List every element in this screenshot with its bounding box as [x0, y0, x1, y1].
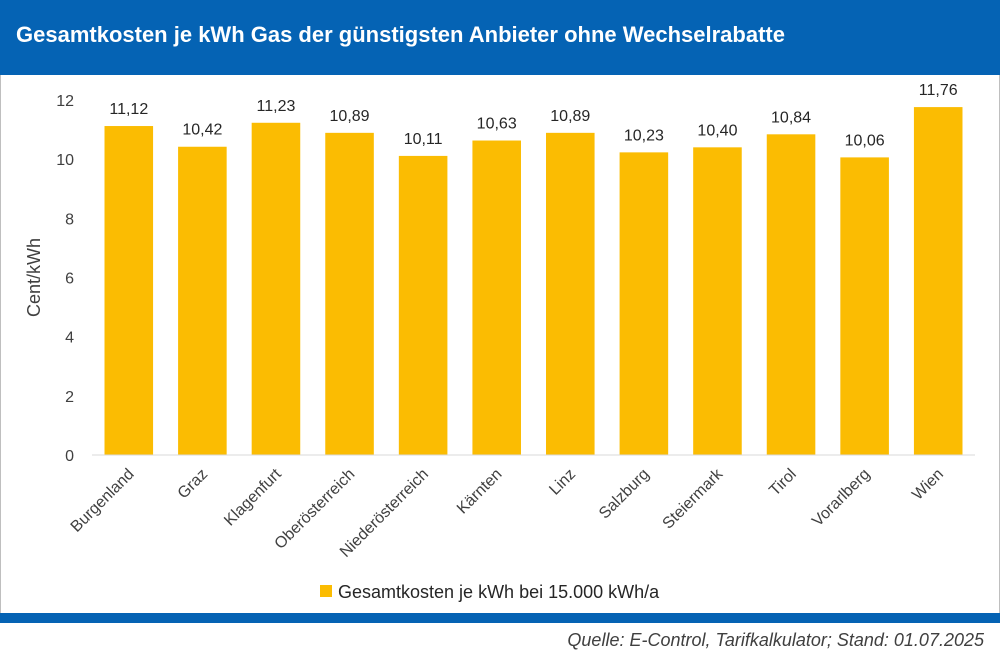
x-category-label: Tirol	[766, 466, 800, 500]
legend-swatch	[320, 585, 332, 597]
bar	[472, 140, 521, 455]
x-category-label: Linz	[546, 466, 579, 499]
data-label: 10,42	[182, 122, 222, 139]
bar	[325, 132, 374, 455]
y-tick-label: 8	[65, 211, 74, 228]
bar	[913, 107, 963, 455]
y-tick-label: 10	[56, 152, 74, 169]
bar	[546, 132, 595, 455]
x-category-label: Graz	[175, 466, 212, 503]
x-category-label: Salzburg	[596, 466, 653, 523]
y-tick-label: 2	[65, 389, 74, 406]
x-category-label: Kärnten	[454, 466, 506, 518]
legend-label: Gesamtkosten je kWh bei 15.000 kWh/a	[338, 582, 660, 602]
bar	[693, 147, 742, 456]
title-bar: Gesamtkosten je kWh Gas der günstigsten …	[0, 0, 1000, 75]
bar	[766, 134, 816, 456]
data-label: 10,06	[845, 132, 885, 149]
source-note: Quelle: E-Control, Tarifkalkulator; Stan…	[567, 630, 984, 650]
y-tick-label: 6	[65, 271, 74, 288]
data-label: 10,84	[771, 109, 811, 126]
data-label: 11,76	[919, 82, 958, 99]
bar	[104, 126, 154, 456]
data-label: 11,23	[257, 98, 296, 115]
bar-chart: Cent/kWh 0 2 4 6 8 10 12 11,12 Burgenland 10,42 Gra…	[24, 82, 975, 602]
x-category-label: Burgenland	[68, 466, 138, 536]
y-tick-label: 12	[56, 93, 74, 110]
frame-border-left	[0, 75, 1, 613]
data-label: 10,23	[624, 127, 664, 144]
bar	[251, 122, 301, 455]
data-label: 11,12	[109, 101, 148, 118]
bar	[619, 152, 669, 456]
data-label: 10,89	[550, 108, 590, 125]
data-label: 10,11	[404, 131, 443, 148]
x-category-label: Klagenfurt	[221, 465, 285, 529]
y-tick-label: 4	[65, 330, 74, 347]
chart-title: Gesamtkosten je kWh Gas der günstigsten …	[16, 22, 785, 47]
bottom-stripe	[0, 613, 1000, 623]
data-label: 10,40	[697, 122, 737, 139]
x-category-label: Steiermark	[660, 465, 727, 532]
bar	[398, 155, 448, 455]
x-category-label: Wien	[909, 466, 947, 504]
bar	[840, 157, 889, 455]
x-category-label: Vorarlberg	[809, 466, 873, 530]
y-axis-title: Cent/kWh	[24, 238, 44, 317]
y-tick-label: 0	[65, 448, 74, 465]
data-label: 10,89	[330, 108, 370, 125]
data-label: 10,63	[477, 116, 517, 133]
bar	[178, 146, 227, 455]
